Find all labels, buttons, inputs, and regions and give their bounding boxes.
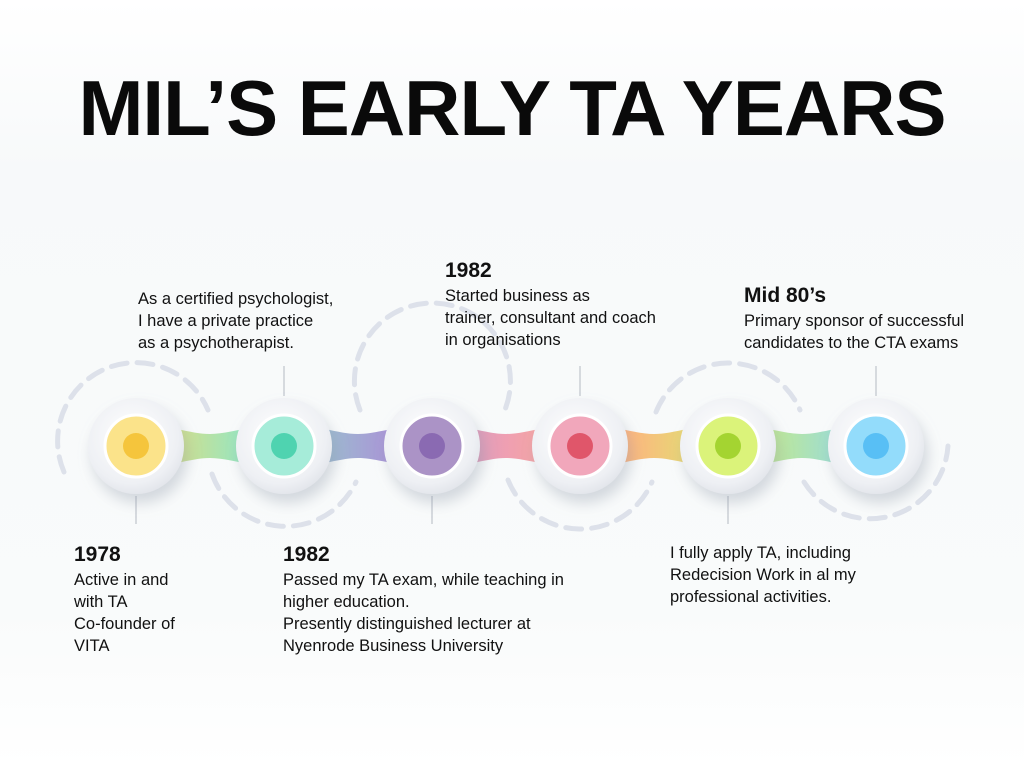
milestone-3-line: higher education. [283, 593, 410, 611]
milestone-4: 1982 Started business as trainer, consul… [445, 257, 656, 351]
node-dot [419, 433, 445, 459]
milestone-2-line: I have a private practice [138, 312, 314, 330]
dashed-arc-3 [351, 300, 513, 415]
node-dot [863, 433, 889, 459]
page-title: MIL’S EARLY TA YEARS [78, 64, 946, 152]
milestone-1-line: Active in and [74, 571, 169, 589]
dashed-arc-6 [801, 443, 951, 522]
timeline-node-4 [532, 398, 628, 494]
milestone-2-line: As a certified psychologist, [138, 290, 334, 308]
milestone-4-year: 1982 [445, 259, 492, 282]
dashed-arc-2 [209, 471, 359, 529]
milestone-4-line: in organisations [445, 331, 561, 349]
node-dot [271, 433, 297, 459]
milestone-2: As a certified psychologist, I have a pr… [138, 288, 333, 354]
milestone-6-year: Mid 80’s [744, 284, 827, 307]
milestone-5: I fully apply TA, including Redecision W… [670, 542, 856, 608]
node-dot [715, 433, 741, 459]
milestone-1-line: with TA [74, 593, 128, 611]
dashed-arc-5 [653, 360, 803, 415]
milestone-1-line: Co-founder of [74, 615, 175, 633]
milestone-3: 1982 Passed my TA exam, while teaching i… [283, 541, 564, 657]
milestone-1-year: 1978 [74, 543, 121, 566]
timeline-node-2 [236, 398, 332, 494]
milestone-6-line: candidates to the CTA exams [744, 334, 959, 352]
milestone-1-line: VITA [74, 637, 110, 655]
timeline-node-3 [384, 398, 480, 494]
milestone-3-line: Nyenrode Business University [283, 637, 504, 655]
dashed-arc-1 [55, 360, 211, 475]
milestone-6: Mid 80’s Primary sponsor of successful c… [744, 282, 964, 354]
timeline-node-5 [680, 398, 776, 494]
milestone-3-year: 1982 [283, 543, 330, 566]
milestone-3-line: Presently distinguished lecturer at [283, 615, 531, 633]
milestone-6-line: Primary sponsor of successful [744, 312, 965, 330]
milestone-4-line: Started business as [445, 287, 590, 305]
milestone-5-line: Redecision Work in al my [670, 566, 856, 584]
dashed-arc-4 [505, 477, 655, 532]
milestone-1: 1978 Active in and with TA Co-founder of… [74, 541, 175, 657]
milestone-3-line: Passed my TA exam, while teaching in [283, 571, 564, 589]
milestone-5-line: I fully apply TA, including [670, 544, 851, 562]
timeline-node-1 [88, 398, 184, 494]
timeline-node-6 [828, 398, 924, 494]
milestone-5-line: professional activities. [670, 588, 832, 606]
milestone-4-line: trainer, consultant and coach [445, 309, 656, 327]
node-dot [567, 433, 593, 459]
milestone-2-line: as a psychotherapist. [138, 334, 294, 352]
node-dot [123, 433, 149, 459]
